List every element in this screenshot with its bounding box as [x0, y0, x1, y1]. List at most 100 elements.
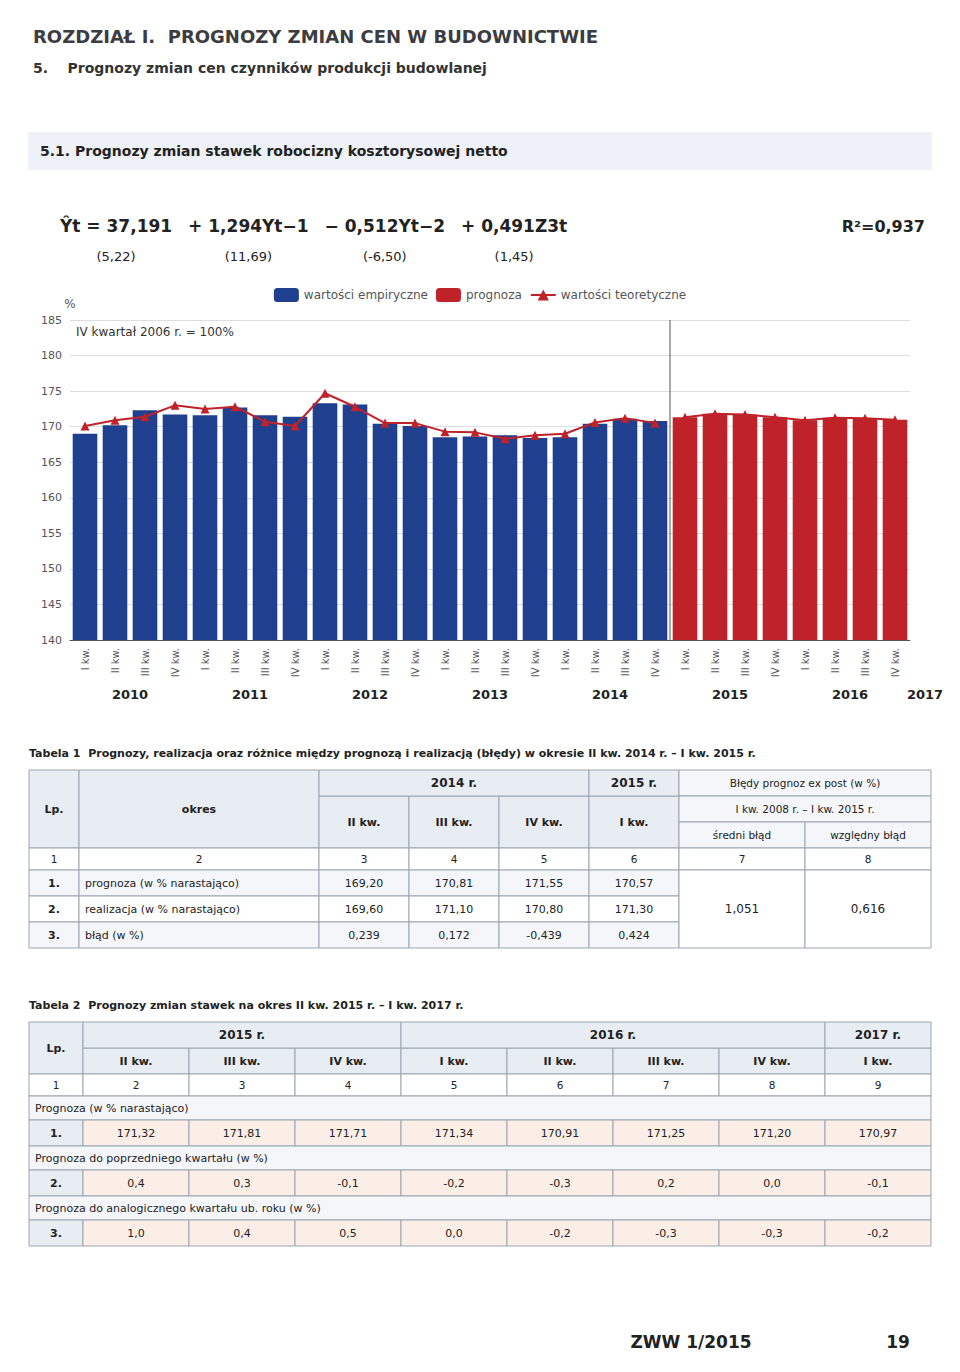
svg-text:3: 3: [361, 853, 368, 865]
svg-text:-0,2: -0,2: [549, 1227, 570, 1240]
svg-text:0,4: 0,4: [127, 1177, 145, 1190]
svg-text:171,10: 171,10: [435, 903, 474, 916]
svg-text:II kw.: II kw.: [470, 648, 481, 673]
svg-text:I kw.: I kw.: [200, 648, 211, 670]
svg-text:171,81: 171,81: [223, 1127, 262, 1140]
svg-text:III kw.: III kw.: [435, 816, 472, 829]
svg-text:145: 145: [41, 598, 62, 611]
svg-text:(11,69): (11,69): [225, 249, 272, 264]
svg-text:realizacja (w % narastająco): realizacja (w % narastająco): [85, 903, 240, 916]
svg-text:2016: 2016: [832, 687, 868, 702]
svg-text:wartości empiryczne: wartości empiryczne: [304, 288, 428, 302]
svg-text:169,60: 169,60: [345, 903, 384, 916]
svg-text:Błędy prognoz ex post (w %): Błędy prognoz ex post (w %): [730, 777, 881, 789]
svg-text:2015: 2015: [712, 687, 748, 702]
svg-text:III kw.: III kw.: [140, 648, 151, 676]
svg-text:Lp.: Lp.: [44, 803, 63, 816]
svg-text:Tabela 2 Prognozy zmian stawe: Tabela 2 Prognozy zmian stawek na okres …: [29, 999, 463, 1012]
svg-text:171,30: 171,30: [615, 903, 654, 916]
svg-text:IV kw.: IV kw.: [290, 648, 301, 677]
svg-text:(1,45): (1,45): [495, 249, 534, 264]
svg-text:7: 7: [663, 1079, 670, 1091]
svg-text:prognoza (w % narastająco): prognoza (w % narastająco): [85, 877, 239, 890]
svg-text:Prognoza do analogicznego kwar: Prognoza do analogicznego kwartału ub. r…: [35, 1202, 321, 1215]
svg-text:I kw.: I kw.: [560, 648, 571, 670]
svg-text:4: 4: [345, 1079, 352, 1091]
svg-text:0,3: 0,3: [233, 1177, 251, 1190]
svg-text:IV kw.: IV kw.: [525, 816, 562, 829]
svg-text:Prognoza (w % narastająco): Prognoza (w % narastająco): [35, 1102, 189, 1115]
svg-text:-0,439: -0,439: [526, 929, 561, 942]
svg-text:7: 7: [739, 853, 746, 865]
svg-text:IV kw.: IV kw.: [530, 648, 541, 677]
svg-text:170,80: 170,80: [525, 903, 564, 916]
svg-text:ZWW 1/2015: ZWW 1/2015: [630, 1332, 751, 1352]
svg-text:I kw.: I kw.: [864, 1055, 893, 1068]
svg-text:0,0: 0,0: [445, 1227, 463, 1240]
svg-text:5: 5: [451, 1079, 458, 1091]
svg-text:Ŷt = 37,191: Ŷt = 37,191: [59, 215, 172, 236]
svg-text:IV kw.: IV kw.: [770, 648, 781, 677]
svg-text:3.: 3.: [48, 929, 60, 942]
svg-text:2017 r.: 2017 r.: [855, 1028, 901, 1042]
svg-text:IV kw.: IV kw.: [890, 648, 901, 677]
svg-text:IV kw.: IV kw.: [650, 648, 661, 677]
svg-text:IV kw.: IV kw.: [170, 648, 181, 677]
svg-text:I kw.: I kw.: [320, 648, 331, 670]
svg-text:0,2: 0,2: [657, 1177, 675, 1190]
svg-text:2: 2: [133, 1079, 140, 1091]
svg-text:(5,22): (5,22): [97, 249, 136, 264]
svg-text:III kw.: III kw.: [380, 648, 391, 676]
svg-text:II kw.: II kw.: [710, 648, 721, 673]
svg-text:III kw.: III kw.: [260, 648, 271, 676]
svg-text:0,239: 0,239: [348, 929, 380, 942]
svg-text:8: 8: [865, 853, 872, 865]
svg-text:3: 3: [239, 1079, 246, 1091]
svg-text:okres: okres: [182, 803, 217, 816]
svg-text:− 0,512Yt−2: − 0,512Yt−2: [325, 216, 445, 236]
svg-text:IV kw.: IV kw.: [410, 648, 421, 677]
svg-text:-0,2: -0,2: [867, 1227, 888, 1240]
svg-text:II kw.: II kw.: [230, 648, 241, 673]
svg-text:2: 2: [196, 853, 203, 865]
svg-text:-0,3: -0,3: [549, 1177, 570, 1190]
svg-text:2014: 2014: [592, 687, 628, 702]
svg-text:2015 r.: 2015 r.: [219, 1028, 265, 1042]
svg-text:-0,3: -0,3: [761, 1227, 782, 1240]
svg-text:170,81: 170,81: [435, 877, 474, 890]
svg-text:R²=0,937: R²=0,937: [842, 217, 925, 236]
svg-text:0,616: 0,616: [851, 902, 885, 916]
svg-text:175: 175: [41, 385, 62, 398]
svg-text:2.: 2.: [50, 1177, 62, 1190]
svg-text:I kw.: I kw.: [80, 648, 91, 670]
svg-text:2015 r.: 2015 r.: [611, 776, 657, 790]
svg-text:2010: 2010: [112, 687, 148, 702]
svg-text:II kw.: II kw.: [350, 648, 361, 673]
svg-text:6: 6: [631, 853, 638, 865]
svg-text:171,71: 171,71: [329, 1127, 368, 1140]
svg-text:błąd (w %): błąd (w %): [85, 929, 144, 942]
svg-text:5: 5: [541, 853, 548, 865]
svg-text:II kw.: II kw.: [110, 648, 121, 673]
svg-text:I kw.: I kw.: [440, 1055, 469, 1068]
svg-text:19: 19: [886, 1332, 910, 1352]
svg-text:III kw.: III kw.: [500, 648, 511, 676]
svg-text:4: 4: [451, 853, 458, 865]
svg-text:2.: 2.: [48, 903, 60, 916]
svg-text:160: 160: [41, 491, 62, 504]
svg-text:2013: 2013: [472, 687, 508, 702]
svg-text:2011: 2011: [232, 687, 268, 702]
svg-text:5. Prognozy zmian cen czynn: 5. Prognozy zmian cen czynników produkcj…: [33, 60, 487, 76]
svg-text:1.: 1.: [50, 1127, 62, 1140]
svg-text:0,0: 0,0: [763, 1177, 781, 1190]
svg-text:171,32: 171,32: [117, 1127, 156, 1140]
svg-text:2017: 2017: [907, 687, 943, 702]
svg-text:0,172: 0,172: [438, 929, 470, 942]
svg-text:165: 165: [41, 456, 62, 469]
svg-text:185: 185: [41, 314, 62, 327]
svg-text:169,20: 169,20: [345, 877, 384, 890]
svg-text:180: 180: [41, 349, 62, 362]
svg-text:170,57: 170,57: [615, 877, 654, 890]
svg-text:średni błąd: średni błąd: [713, 829, 771, 841]
svg-text:150: 150: [41, 562, 62, 575]
